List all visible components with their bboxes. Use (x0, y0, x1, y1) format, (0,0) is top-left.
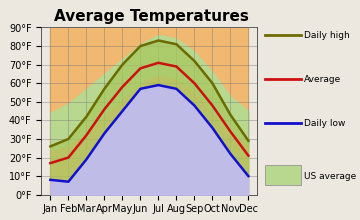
Text: Average: Average (304, 75, 341, 84)
Text: US average: US average (304, 172, 356, 180)
Text: Average Temperatures: Average Temperatures (54, 9, 249, 24)
Text: Daily low: Daily low (304, 119, 346, 128)
Text: Daily high: Daily high (304, 31, 350, 40)
